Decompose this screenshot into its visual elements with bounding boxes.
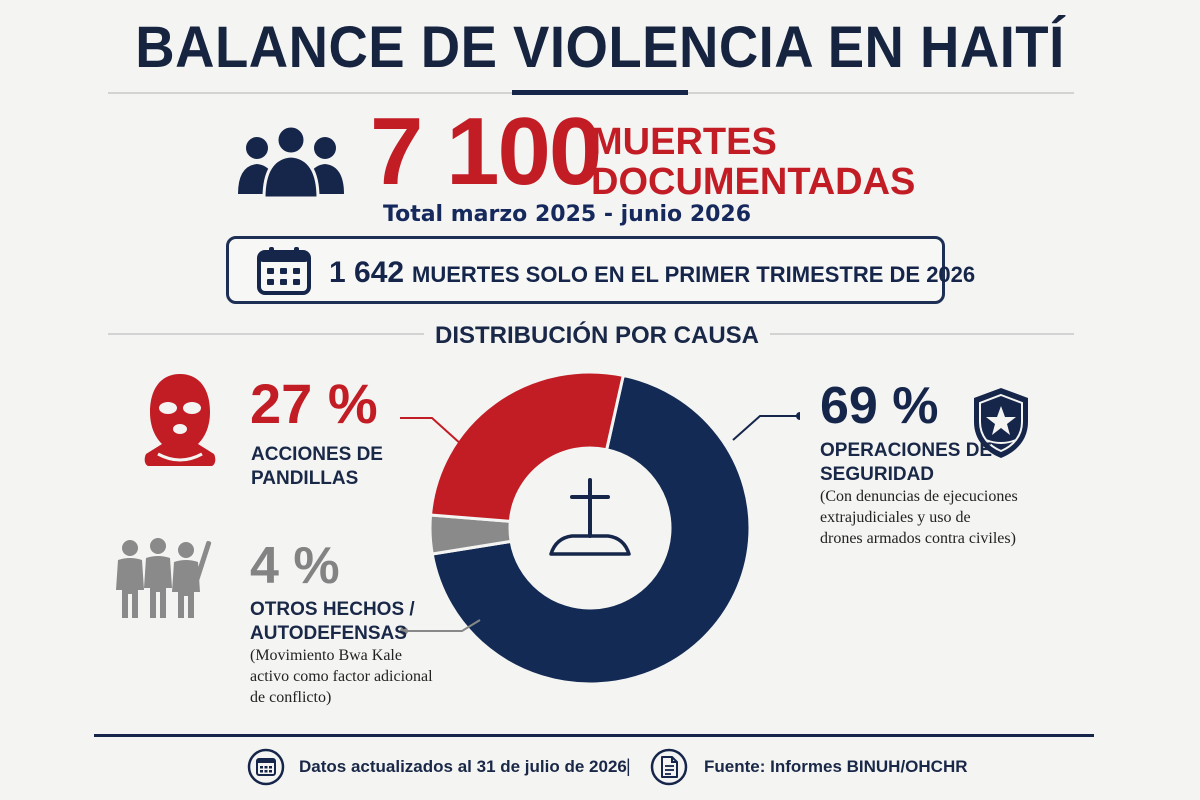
leader-line-gangs — [400, 417, 463, 446]
gangs-label-line1: ACCIONES DE — [251, 444, 383, 465]
quarter-deaths-text: MUERTES SOLO EN EL PRIMER TRIMESTRE DE 2… — [412, 262, 976, 287]
security-label-line1: OPERACIONES DE — [820, 440, 993, 461]
period-subtitle: Total marzo 2025 - junio 2026 — [383, 202, 752, 227]
donut-segment-security — [430, 373, 752, 686]
other-note-line: activo como factor adicional — [250, 668, 433, 685]
other-note-line: (Movimiento Bwa Kale — [250, 647, 402, 664]
leader-line-security — [732, 415, 800, 441]
leader-dot-other — [400, 627, 408, 635]
quarter-deaths-number: 1 642 — [329, 256, 405, 289]
calendar-icon — [247, 748, 285, 786]
other-label: OTROS HECHOS / AUTODEFENSAS — [250, 598, 415, 646]
gangs-label: ACCIONES DE PANDILLAS — [251, 443, 383, 491]
total-deaths-number: 7 100 — [370, 98, 602, 205]
gangs-label-line2: PANDILLAS — [251, 468, 359, 489]
section-divider-left — [108, 333, 424, 335]
footer-updated-text: Datos actualizados al 31 de julio de 202… — [299, 757, 627, 776]
cause-donut-chart — [400, 370, 800, 686]
gangs-percent: 27 % — [250, 372, 378, 435]
page-title: BALANCE DE VIOLENCIA EN HAITÍ — [135, 15, 1065, 80]
armed-group-icon — [116, 538, 212, 618]
grave-cross-icon — [549, 478, 631, 556]
security-note: (Con denuncias de ejecuciones extrajudic… — [820, 486, 1018, 549]
section-divider-right — [770, 333, 1074, 335]
security-label-line2: SEGURIDAD — [820, 464, 935, 485]
other-note: (Movimiento Bwa Kale activo como factor … — [250, 645, 433, 708]
security-label: OPERACIONES DE SEGURIDAD — [820, 439, 992, 487]
security-note-line: extrajudiciales y uso de — [820, 509, 971, 526]
other-percent: 4 % — [250, 537, 340, 595]
other-note-line: de conflicto) — [250, 689, 332, 706]
people-group-icon — [238, 124, 344, 198]
calendar-icon — [257, 247, 311, 295]
other-label-line2: AUTODEFENSAS — [250, 623, 407, 644]
balaclava-icon — [144, 374, 216, 466]
title-divider-accent — [512, 90, 688, 95]
security-note-line: (Con denuncias de ejecuciones — [820, 488, 1018, 505]
footer-source-text: Fuente: Informes BINUH/OHCHR — [704, 757, 968, 776]
total-deaths-label: MUERTES DOCUMENTADAS — [591, 122, 915, 202]
other-label-line1: OTROS HECHOS / — [250, 599, 415, 620]
donut-segment-gangs — [428, 370, 626, 523]
leader-line-other — [404, 619, 481, 632]
distribution-heading: DISTRIBUCIÓN POR CAUSA — [434, 322, 759, 349]
police-badge-icon — [974, 388, 1028, 458]
footer-separator: | — [626, 756, 631, 776]
document-icon — [650, 748, 688, 786]
footer-divider — [94, 734, 1094, 737]
security-note-line: drones armados contra civiles) — [820, 530, 1016, 547]
total-deaths-label-line1: MUERTES — [591, 121, 777, 163]
total-deaths-label-line2: DOCUMENTADAS — [591, 161, 916, 203]
quarter-callout-box — [226, 236, 945, 304]
leader-dot-security — [796, 412, 800, 420]
security-percent: 69 % — [820, 377, 939, 435]
